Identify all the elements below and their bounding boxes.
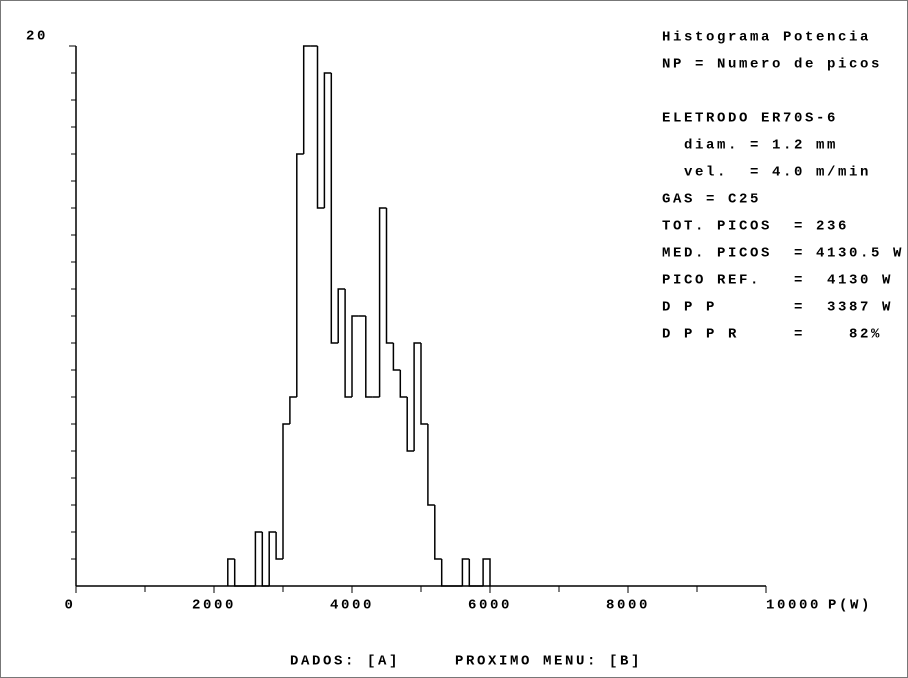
histogram-bin	[420, 343, 428, 425]
x-tick-label: 10000	[766, 598, 821, 614]
histogram-bin	[434, 505, 442, 560]
histogram-bin	[227, 558, 235, 586]
histogram-bin	[482, 558, 491, 586]
histogram-bin	[427, 424, 435, 506]
histogram-bin	[296, 153, 304, 397]
histogram-bin	[406, 397, 415, 452]
x-axis-label: P(W)	[828, 598, 872, 614]
x-tick-label: 4000	[330, 598, 374, 614]
histogram-bin	[330, 73, 339, 344]
histogram-bin	[413, 342, 421, 451]
histogram-bin	[302, 45, 311, 154]
histogram-bin	[468, 559, 477, 587]
x-tick-label: 2000	[192, 598, 236, 614]
histogram-bin	[282, 423, 290, 559]
histogram-bin	[268, 531, 277, 586]
info-line: Histograma Potencia	[662, 30, 871, 46]
histogram-bin	[316, 46, 325, 209]
histogram-bin	[323, 72, 332, 208]
footer-menu: DADOS: [A] PROXIMO MENU: [B]	[290, 654, 642, 670]
x-tick-label: 0	[64, 598, 75, 614]
x-tick-label: 8000	[606, 598, 650, 614]
info-line: PICO REF. = 4130 W	[662, 273, 893, 289]
histogram-bin	[289, 396, 297, 424]
histogram-bin	[365, 316, 373, 398]
histogram-bin	[275, 532, 283, 560]
histogram-bin	[254, 531, 263, 586]
histogram-bin	[261, 532, 270, 587]
info-line: vel. = 4.0 m/min	[662, 165, 871, 181]
y-tick-label: 20	[26, 29, 48, 45]
histogram-bin	[337, 288, 346, 343]
histogram-bin	[344, 289, 352, 398]
histogram-bin	[385, 208, 394, 344]
histogram-bin	[233, 559, 242, 587]
info-line: D P P R = 82%	[662, 327, 882, 343]
x-tick-label: 6000	[468, 598, 512, 614]
histogram-bin	[399, 370, 408, 398]
histogram-bin	[461, 558, 470, 586]
histogram-bin	[440, 559, 449, 587]
info-line: GAS = C25	[662, 192, 761, 208]
info-line: TOT. PICOS = 236	[662, 219, 849, 235]
histogram-bin	[351, 315, 359, 397]
info-line: diam. = 1.2 mm	[662, 138, 838, 154]
info-line: ELETRODO ER70S-6	[662, 111, 838, 127]
info-line: MED. PICOS = 4130.5 W	[662, 246, 904, 262]
info-line: NP = Numero de picos	[662, 57, 882, 73]
histogram-bin	[392, 343, 401, 371]
histogram-bin	[378, 207, 387, 397]
info-line: D P P = 3387 W	[662, 300, 893, 316]
